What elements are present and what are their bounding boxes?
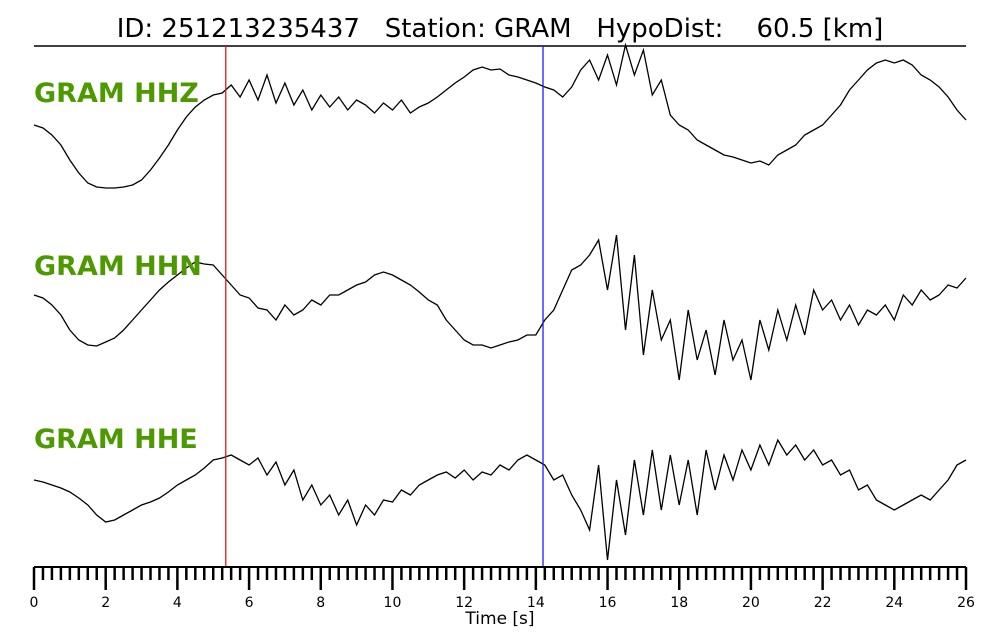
x-tick-label: 24: [885, 595, 903, 611]
x-axis-label: Time [s]: [464, 609, 534, 629]
x-tick-label: 2: [101, 595, 110, 611]
chart-title: ID: 251213235437 Station: GRAM HypoDist:…: [117, 14, 884, 44]
x-tick-label: 20: [742, 595, 760, 611]
time-axis: 0 2 4 6 8 10 12 14 16 18 20 22 24 26: [30, 566, 975, 611]
x-tick-label: 6: [245, 595, 254, 611]
x-tick-label: 22: [814, 595, 832, 611]
x-tick-label: 10: [384, 595, 402, 611]
x-tick-label: 16: [599, 595, 617, 611]
trace-hhn: [33, 234, 967, 381]
x-tick-label: 4: [173, 595, 182, 611]
x-tick-label: 12: [455, 595, 473, 611]
trace-label: GRAM HHN: [34, 251, 202, 282]
trace-label: GRAM HHZ: [34, 78, 199, 109]
trace-hhe: [33, 438, 967, 561]
trace-hhz: [33, 42, 967, 189]
trace-label: GRAM HHE: [34, 424, 198, 455]
x-tick-label: 8: [316, 595, 325, 611]
x-tick-label: 0: [30, 595, 39, 611]
x-tick-label: 14: [527, 595, 545, 611]
x-tick-label: 18: [670, 595, 688, 611]
x-tick-label: 26: [957, 595, 975, 611]
